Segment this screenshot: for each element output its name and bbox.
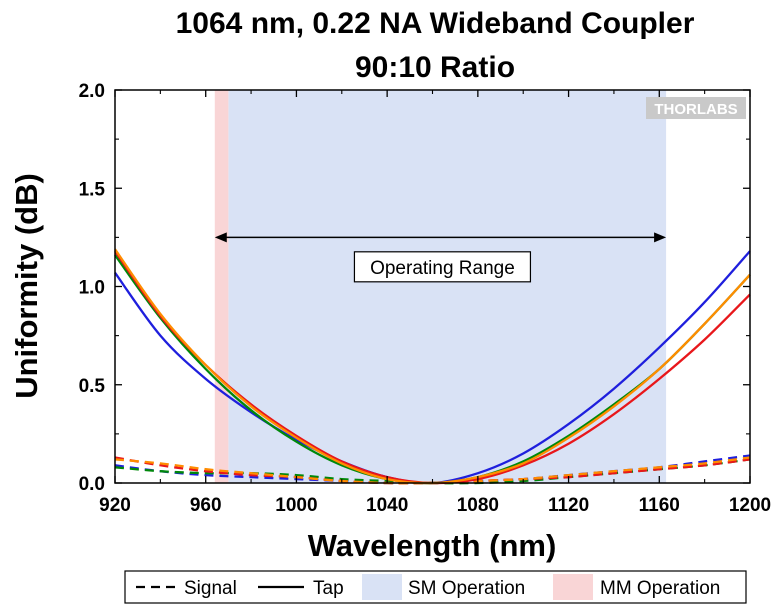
legend-label-signal: Signal: [184, 578, 237, 599]
x-tick-label: 1120: [548, 495, 589, 516]
range-arrow-right-head: [654, 232, 667, 243]
watermark-background: [646, 97, 746, 119]
legend: Signal Tap SM Operation MM Operation: [124, 570, 747, 604]
thorlabs-watermark: THORLABS: [646, 97, 746, 119]
x-tick-label: 1200: [729, 495, 771, 516]
x-tick-label: 1080: [457, 495, 499, 516]
x-tick-label: 960: [190, 495, 222, 516]
region-mm-operation: [214, 90, 229, 483]
legend-label-tap: Tap: [313, 578, 344, 599]
range-arrow-left-head: [214, 232, 227, 243]
legend-label-mm-operation: MM Operation: [600, 578, 720, 599]
legend-swatch-mm-operation: [553, 574, 593, 600]
legend-box: [124, 570, 747, 604]
y-tick-label: 1.0: [79, 278, 105, 299]
legend-swatch-sm-operation: [362, 574, 402, 600]
x-tick-label: 920: [99, 495, 131, 516]
range-label-box: [353, 251, 532, 283]
chart-title-line-2: 90:10 Ratio: [355, 51, 515, 84]
y-axis-label: Uniformity (dB): [9, 173, 44, 399]
y-tick-label: 0.5: [79, 376, 106, 397]
range-label-text: Operating Range: [370, 258, 515, 279]
x-tick-label: 1040: [366, 495, 408, 516]
legend-label-sm-operation: SM Operation: [408, 578, 525, 599]
chart-title: 1064 nm, 0.22 NA Wideband Coupler 90:10 …: [176, 7, 695, 84]
chart-title-line-1: 1064 nm, 0.22 NA Wideband Coupler: [176, 7, 695, 40]
x-axis-label: Wavelength (nm): [308, 528, 557, 563]
region-sm-operation: [228, 90, 667, 483]
x-tick-label: 1000: [275, 495, 317, 516]
y-tick-label: 1.5: [79, 179, 106, 200]
x-tick-label: 1160: [639, 495, 680, 516]
watermark-text: THORLABS: [654, 101, 737, 118]
y-tick-label: 2.0: [79, 81, 105, 102]
axes: 920 960 1000 1040 1080 1120 1160 1200 0.0 0.5 1.0 1…: [79, 81, 772, 516]
operating-range-annotation: Operating Range: [214, 232, 667, 283]
y-tick-label: 0.0: [79, 474, 105, 495]
